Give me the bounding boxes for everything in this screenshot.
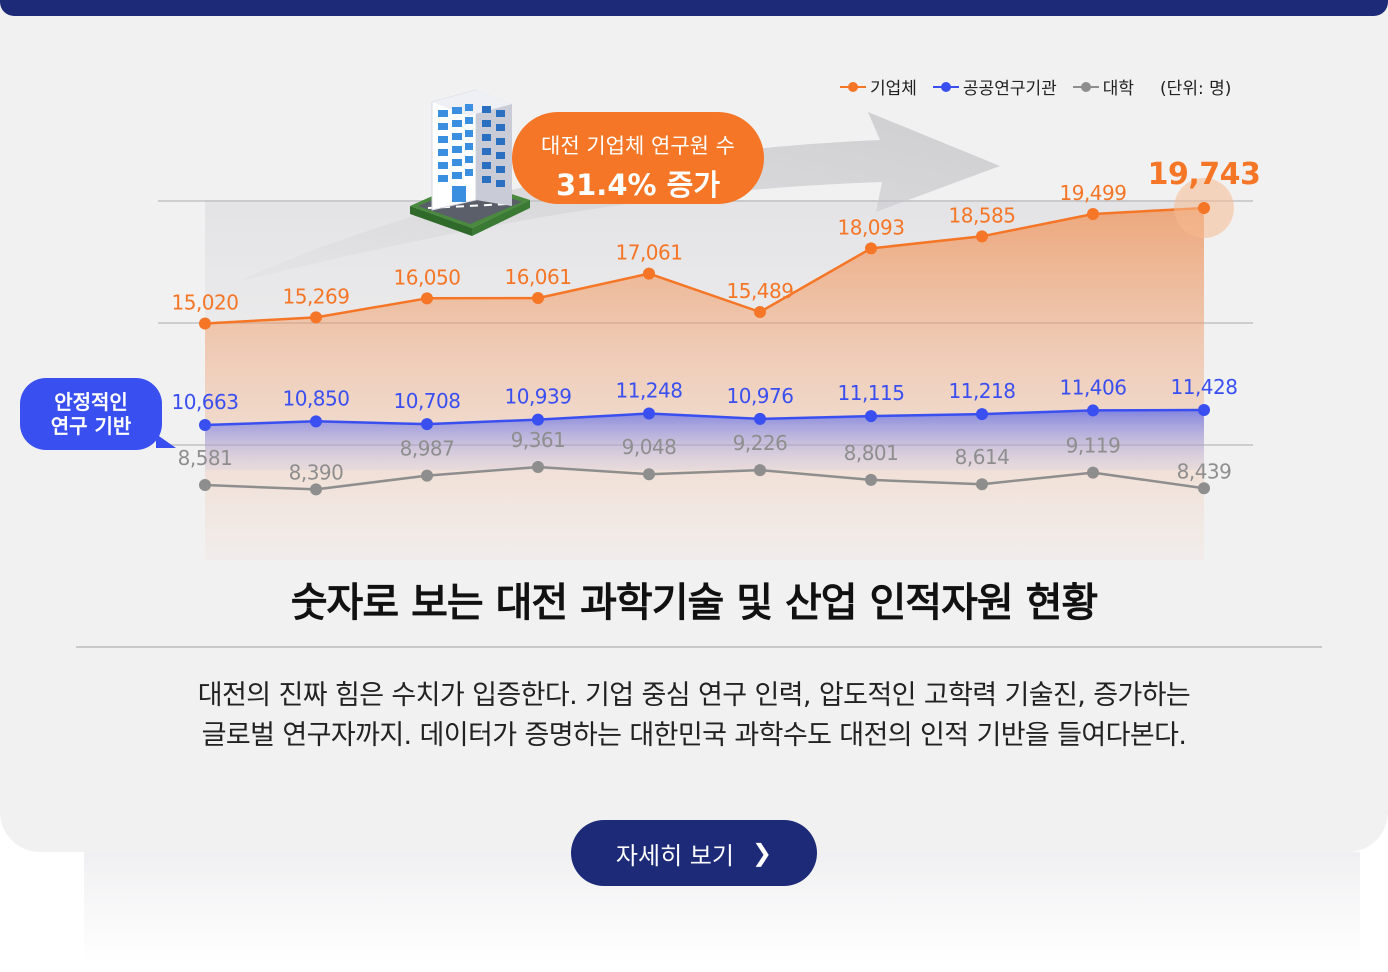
point-univ-10 [1198, 482, 1210, 495]
point-univ-4 [532, 461, 544, 473]
point-public-8 [976, 408, 988, 421]
data-label-univ-4: 9,361 [511, 428, 566, 452]
title-divider [76, 646, 1322, 648]
point-corp-3 [421, 292, 433, 305]
point-univ-1 [199, 479, 211, 491]
description: 대전의 진짜 힘은 수치가 입증한다. 기업 중심 연구 인력, 압도적인 고학… [70, 676, 1318, 756]
point-univ-7 [865, 473, 877, 486]
line-univ [204, 465, 1205, 491]
data-label-public-4: 10,939 [505, 385, 572, 409]
point-univ-9 [1087, 466, 1099, 479]
building-icon [410, 89, 530, 236]
point-corp-10 [1198, 202, 1210, 214]
data-label-public-3: 10,708 [394, 389, 461, 413]
data-label-univ-6: 9,226 [733, 431, 788, 455]
point-public-3 [421, 418, 433, 431]
data-label-corp-3: 16,050 [394, 265, 461, 289]
legend-label-corp: 기업체 [870, 79, 917, 99]
data-label-public-6: 10,976 [727, 384, 794, 408]
data-label-corp-2: 15,269 [283, 284, 350, 308]
data-label-public-7: 11,115 [838, 381, 905, 405]
line-corp [204, 206, 1205, 325]
point-public-6 [754, 412, 766, 425]
point-corp-8 [976, 230, 988, 243]
point-corp-5 [643, 267, 655, 280]
data-label-univ-2: 8,390 [289, 460, 344, 484]
data-label-univ-1: 8,581 [178, 446, 233, 470]
point-public-7 [865, 410, 877, 423]
increase-callout: 대전 기업체 연구원 수 31.4% 증가 [512, 112, 764, 204]
legend-item-public: 공공연구기관 [932, 74, 1057, 99]
legend-label-public: 공공연구기관 [962, 79, 1057, 99]
data-label-univ-9: 9,119 [1066, 434, 1121, 458]
data-label-corp-1: 15,020 [172, 291, 239, 315]
top-bar [0, 0, 1388, 16]
data-label-public-1: 10,663 [172, 390, 239, 414]
point-corp-4 [532, 292, 544, 305]
point-univ-6 [754, 464, 766, 477]
point-corp-6 [754, 306, 766, 319]
unit-label: (단위: 명) [1160, 79, 1232, 99]
data-label-public-9: 11,406 [1060, 375, 1127, 399]
infographic-card: 15,020 15,269 16,050 16,061 17,061 15,489 18,0… [0, 0, 1388, 852]
data-label-corp-6: 15,489 [727, 279, 794, 303]
point-public-10 [1198, 404, 1210, 416]
point-univ-3 [421, 469, 433, 482]
data-label-public-8: 11,218 [949, 379, 1016, 403]
page-title: 숫자로 보는 대전 과학기술 및 산업 인적자원 현황 [290, 580, 1098, 626]
chart-legend: 기업체 공공연구기관 대학 (단위: 명) [840, 74, 1231, 99]
data-label-univ-5: 9,048 [622, 435, 677, 459]
legend-swatch-corp [840, 80, 866, 94]
data-label-univ-10: 8,439 [1177, 459, 1232, 483]
line-public [204, 408, 1205, 427]
point-public-1 [199, 419, 211, 431]
callout-line1: 대전 기업체 연구원 수 [541, 134, 735, 158]
data-label-corp-8: 18,585 [949, 203, 1016, 227]
data-label-public-10: 11,428 [1171, 375, 1238, 399]
stable-research-badge: 안정적인 연구 기반 [20, 378, 176, 450]
point-univ-5 [643, 468, 655, 481]
description-line1: 대전의 진짜 힘은 수치가 입증한다. 기업 중심 연구 인력, 압도적인 고학… [197, 680, 1191, 711]
point-corp-1 [199, 317, 211, 330]
data-label-corp-7: 18,093 [838, 215, 905, 239]
data-label-corp-9: 19,499 [1060, 181, 1127, 205]
data-label-univ-3: 8,987 [400, 437, 455, 461]
point-corp-9 [1087, 207, 1099, 220]
line-chart: 15,020 15,269 16,050 16,061 17,061 15,489 18,0… [158, 112, 1261, 560]
legend-item-univ: 대학 [1072, 74, 1135, 99]
chevron-right-icon: ❯ [751, 839, 773, 867]
point-corp-7 [865, 242, 877, 255]
point-univ-2 [310, 483, 322, 496]
legend-label-univ: 대학 [1102, 79, 1135, 99]
legend-swatch-univ [1072, 80, 1099, 94]
details-button-label: 자세히 보기 [615, 841, 734, 870]
data-label-public-2: 10,850 [283, 386, 350, 410]
legend-swatch-public [932, 80, 959, 94]
data-label-corp-4: 16,061 [505, 265, 572, 289]
callout-line2: 31.4% 증가 [555, 168, 721, 202]
badge-line2: 연구 기반 [50, 414, 132, 438]
data-label-univ-7: 8,801 [844, 441, 899, 465]
data-label-univ-8: 8,614 [955, 445, 1010, 469]
point-public-2 [310, 415, 322, 428]
data-label-corp-5: 17,061 [616, 241, 683, 265]
legend-item-corp: 기업체 [840, 74, 917, 99]
point-public-4 [532, 413, 544, 426]
point-univ-8 [976, 478, 988, 491]
point-public-9 [1087, 404, 1099, 417]
badge-line1: 안정적인 [54, 390, 128, 414]
point-public-5 [643, 407, 655, 420]
description-line2: 글로벌 연구자까지. 데이터가 증명하는 대한민국 과학수도 대전의 인적 기반… [201, 720, 1187, 751]
point-corp-2 [310, 311, 322, 324]
area-public [205, 410, 1204, 470]
data-label-corp-10: 19,743 [1148, 157, 1261, 192]
data-label-public-5: 11,248 [616, 379, 683, 403]
area-corp [205, 208, 1204, 560]
details-button[interactable]: 자세히 보기 ❯ [571, 820, 817, 886]
